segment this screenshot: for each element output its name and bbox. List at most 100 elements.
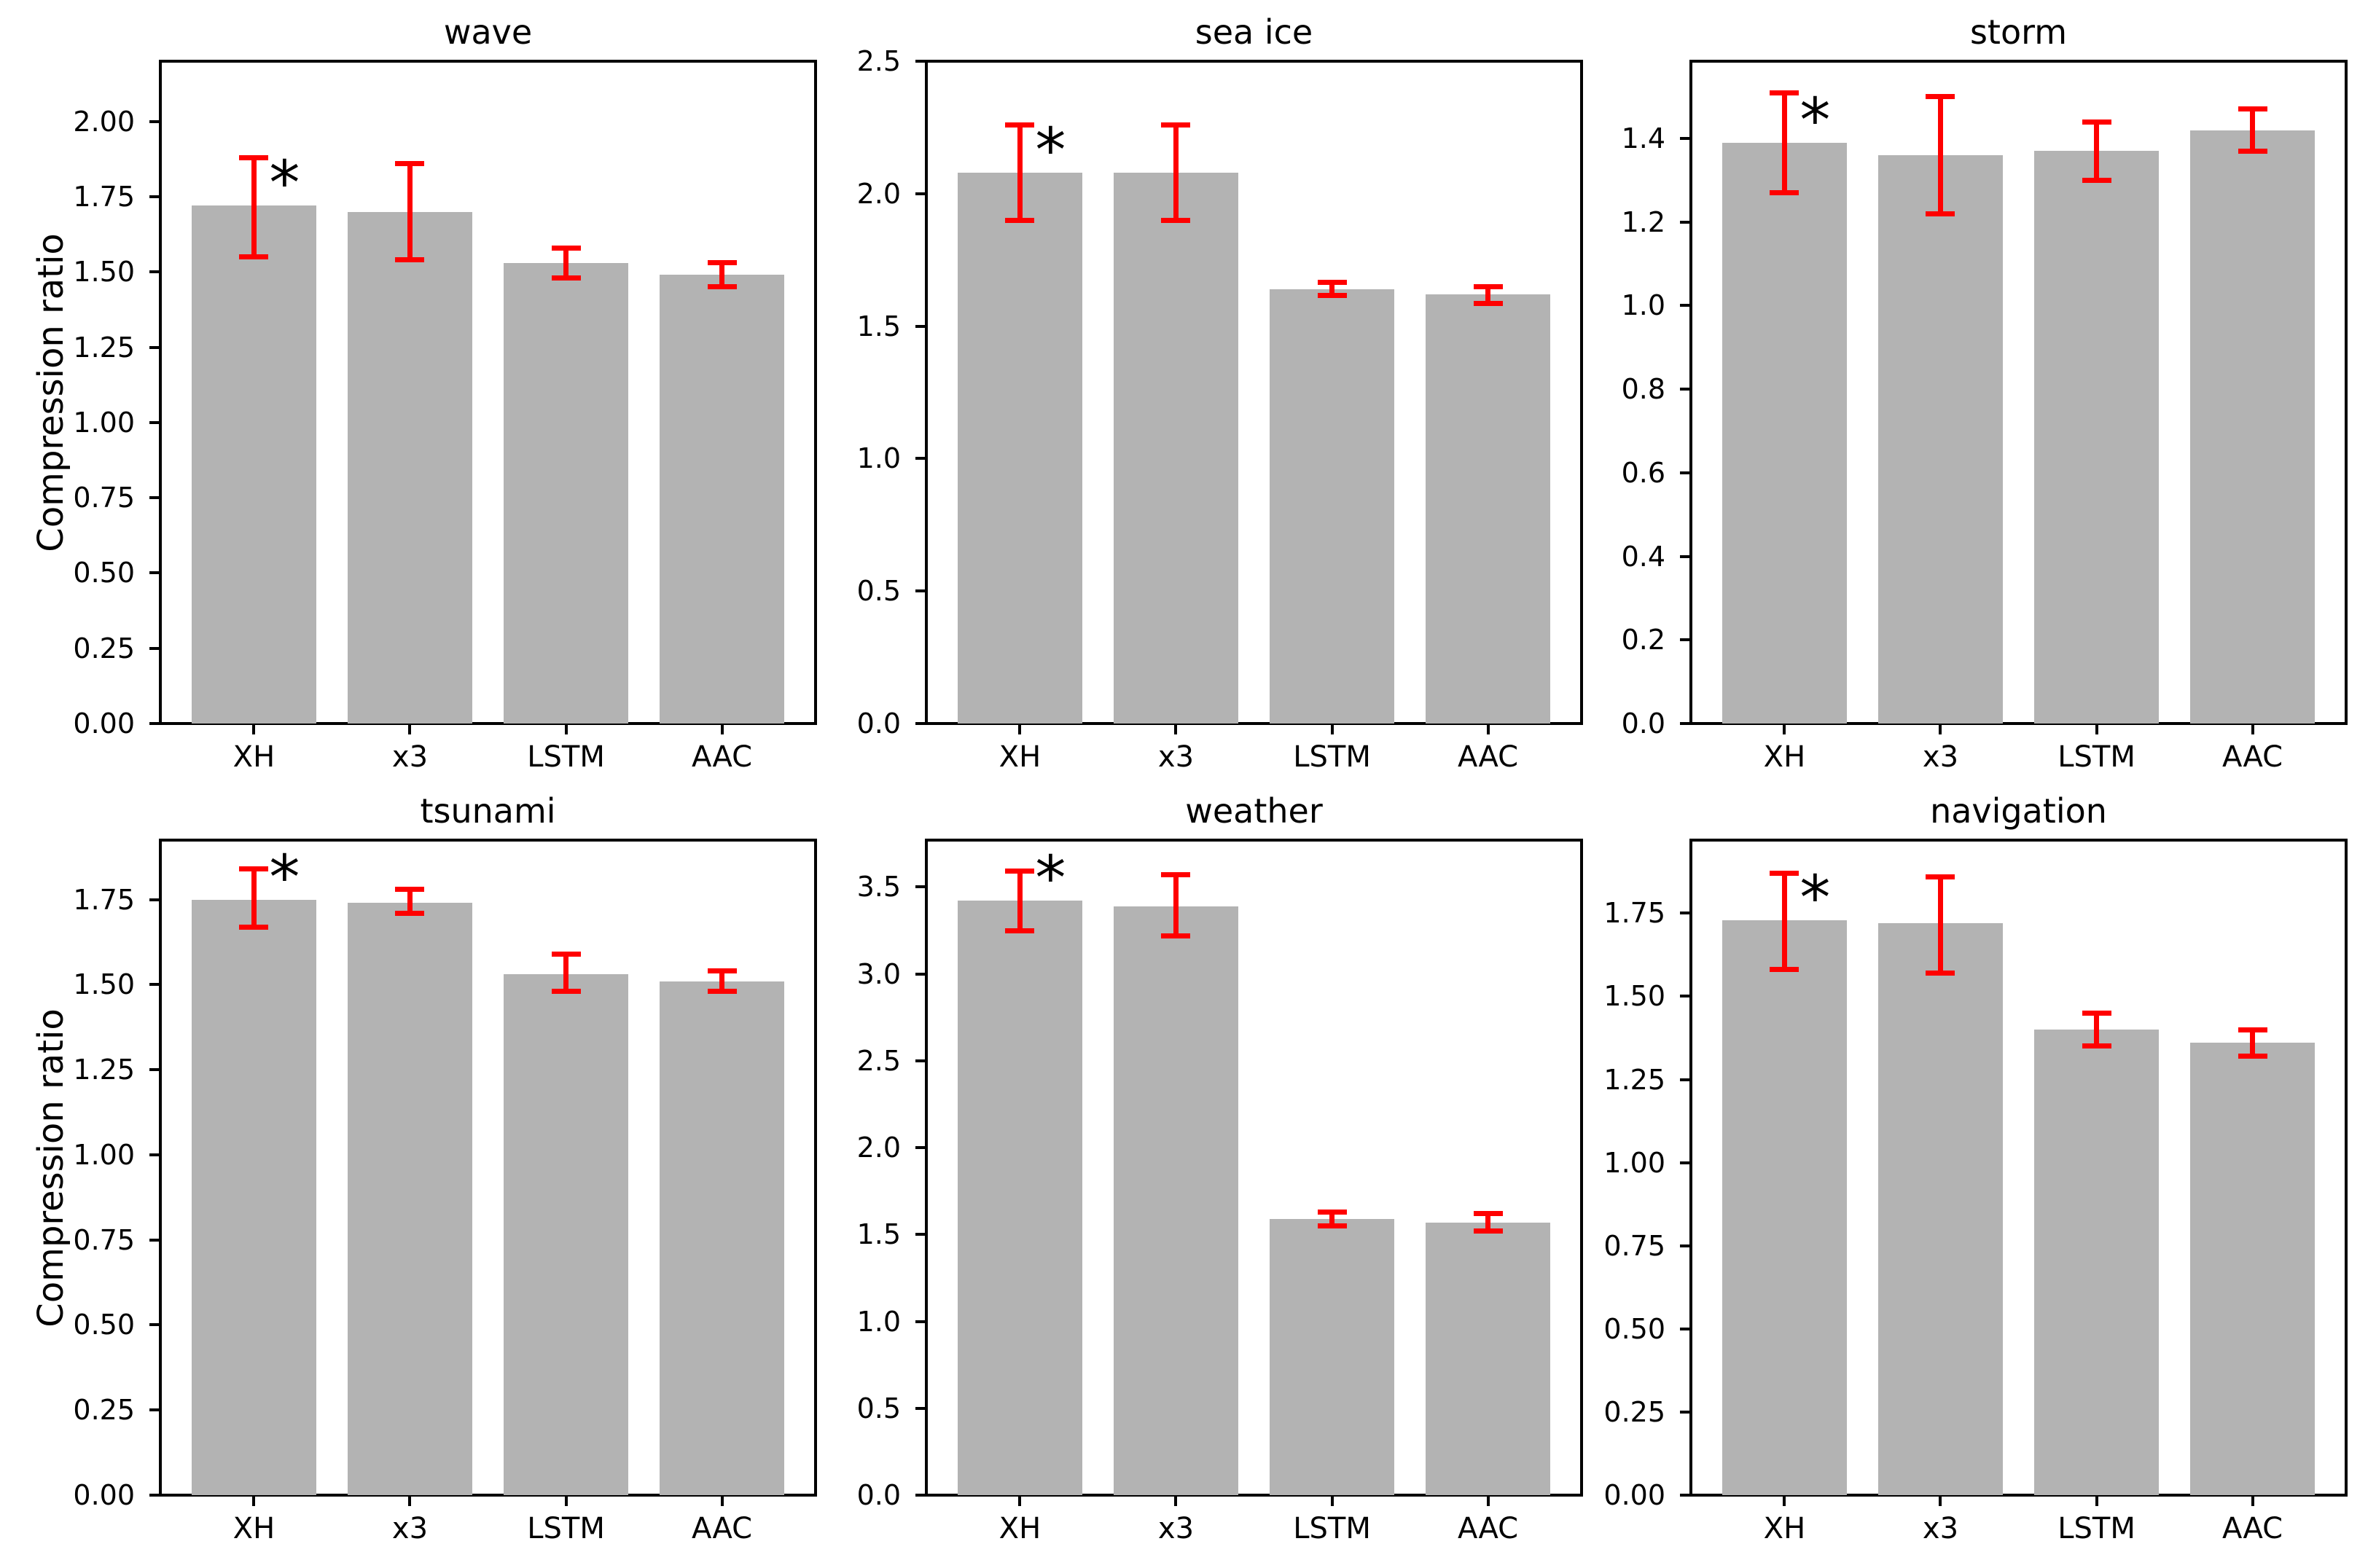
y-tick-weather-3.5 — [915, 885, 925, 889]
y-tick-label-storm-0.0: 0.0 — [1621, 707, 1665, 740]
axes-sea-ice — [925, 60, 1583, 725]
y-tick-label-sea-ice-1.0: 1.0 — [856, 442, 901, 475]
errorbar-cap-top-sea-ice-LSTM — [1317, 280, 1347, 286]
plot-title-wave: wave — [443, 12, 533, 52]
errorbar-tsunami-x3 — [407, 889, 413, 914]
bar-wave-XH — [191, 205, 317, 724]
bar-weather-LSTM — [1269, 1218, 1395, 1495]
x-tick-label-weather-XH: XH — [999, 1512, 1042, 1545]
errorbar-cap-bottom-storm-XH — [1770, 190, 1799, 196]
axes-weather — [925, 839, 1583, 1497]
x-tick-weather-XH — [1018, 1497, 1022, 1506]
y-tick-weather-1.5 — [915, 1233, 925, 1236]
errorbar-cap-bottom-sea-ice-x3 — [1161, 217, 1191, 223]
y-tick-storm-1.2 — [1680, 220, 1689, 224]
x-tick-label-tsunami-LSTM: LSTM — [527, 1512, 605, 1545]
y-tick-label-weather-3.5: 3.5 — [856, 871, 901, 903]
y-tick-weather-2.5 — [915, 1059, 925, 1062]
errorbar-cap-top-weather-AAC — [1473, 1211, 1503, 1217]
x-tick-weather-LSTM — [1330, 1497, 1334, 1506]
x-tick-sea-ice-XH — [1018, 725, 1022, 734]
errorbar-cap-top-weather-x3 — [1161, 872, 1191, 878]
errorbar-sea-ice-LSTM — [1329, 282, 1335, 296]
errorbar-cap-bottom-sea-ice-XH — [1005, 217, 1035, 223]
errorbar-cap-top-tsunami-AAC — [707, 968, 737, 974]
y-tick-sea-ice-0.0 — [915, 722, 925, 725]
bar-weather-AAC — [1425, 1222, 1551, 1495]
errorbar-weather-LSTM — [1329, 1212, 1335, 1226]
y-tick-storm-0.6 — [1680, 471, 1689, 474]
x-tick-wave-XH — [252, 725, 256, 734]
y-tick-label-sea-ice-0.0: 0.0 — [856, 707, 901, 740]
x-tick-label-storm-LSTM: LSTM — [2057, 740, 2135, 774]
plot-title-tsunami: tsunami — [420, 791, 556, 831]
y-tick-navigation-1.75 — [1680, 912, 1689, 915]
y-tick-label-tsunami-0.00: 0.00 — [73, 1479, 135, 1511]
y-tick-label-storm-0.8: 0.8 — [1621, 373, 1665, 406]
x-tick-label-wave-XH: XH — [232, 740, 275, 774]
errorbar-cap-bottom-navigation-LSTM — [2082, 1043, 2111, 1049]
significance-asterisk-weather: * — [1035, 842, 1066, 914]
errorbar-storm-LSTM — [2094, 122, 2100, 181]
errorbar-storm-x3 — [1937, 96, 1943, 214]
errorbar-wave-x3 — [407, 163, 413, 260]
errorbar-tsunami-AAC — [719, 971, 725, 992]
y-tick-label-navigation-1.00: 1.00 — [1603, 1146, 1665, 1179]
x-tick-label-tsunami-x3: x3 — [391, 1512, 429, 1545]
y-tick-wave-0.00 — [149, 722, 159, 725]
errorbar-cap-top-navigation-LSTM — [2082, 1010, 2111, 1016]
y-tick-label-storm-1.0: 1.0 — [1621, 289, 1665, 322]
y-tick-label-navigation-1.25: 1.25 — [1603, 1063, 1665, 1096]
x-tick-weather-x3 — [1174, 1497, 1178, 1506]
y-tick-label-storm-0.6: 0.6 — [1621, 456, 1665, 489]
y-tick-wave-0.50 — [149, 571, 159, 575]
y-tick-weather-0.0 — [915, 1494, 925, 1497]
errorbar-cap-top-storm-AAC — [2238, 106, 2267, 112]
errorbar-wave-LSTM — [563, 248, 569, 278]
y-tick-label-tsunami-1.25: 1.25 — [73, 1054, 135, 1086]
y-tick-sea-ice-2.5 — [915, 60, 925, 63]
y-tick-navigation-0.00 — [1680, 1494, 1689, 1497]
axes-navigation — [1689, 839, 2348, 1497]
y-tick-label-tsunami-1.75: 1.75 — [73, 883, 135, 916]
x-tick-label-sea-ice-x3: x3 — [1157, 740, 1195, 774]
errorbar-cap-bottom-weather-LSTM — [1317, 1223, 1347, 1228]
bar-sea-ice-AAC — [1425, 294, 1551, 724]
errorbar-cap-bottom-sea-ice-AAC — [1473, 301, 1503, 307]
errorbar-cap-top-tsunami-x3 — [395, 887, 425, 893]
y-tick-label-navigation-0.00: 0.00 — [1603, 1479, 1665, 1511]
errorbar-cap-bottom-navigation-XH — [1770, 967, 1799, 973]
x-tick-storm-XH — [1783, 725, 1786, 734]
bar-tsunami-XH — [191, 899, 317, 1495]
x-tick-label-sea-ice-AAC: AAC — [1458, 740, 1519, 774]
y-tick-navigation-1.25 — [1680, 1078, 1689, 1081]
errorbar-cap-top-weather-XH — [1005, 869, 1035, 874]
x-tick-sea-ice-AAC — [1486, 725, 1490, 734]
bar-navigation-x3 — [1877, 923, 2004, 1495]
bar-wave-x3 — [347, 211, 473, 724]
y-tick-tsunami-1.50 — [149, 983, 159, 987]
x-tick-label-weather-x3: x3 — [1157, 1512, 1195, 1545]
y-tick-storm-1.0 — [1680, 304, 1689, 307]
x-tick-label-tsunami-AAC: AAC — [692, 1512, 753, 1545]
errorbar-navigation-x3 — [1937, 877, 1943, 973]
x-tick-tsunami-AAC — [720, 1497, 724, 1506]
significance-asterisk-sea-ice: * — [1035, 114, 1066, 186]
x-tick-sea-ice-LSTM — [1330, 725, 1334, 734]
y-tick-wave-1.00 — [149, 420, 159, 424]
y-tick-label-tsunami-1.00: 1.00 — [73, 1138, 135, 1171]
bar-storm-x3 — [1877, 155, 2004, 724]
y-tick-label-tsunami-0.75: 0.75 — [73, 1223, 135, 1256]
bar-tsunami-LSTM — [503, 974, 629, 1495]
bar-storm-AAC — [2189, 130, 2316, 724]
x-tick-navigation-x3 — [1939, 1497, 1942, 1506]
x-tick-label-weather-LSTM: LSTM — [1293, 1512, 1371, 1545]
y-tick-storm-0.2 — [1680, 638, 1689, 642]
y-tick-label-wave-1.75: 1.75 — [73, 180, 135, 213]
x-tick-label-sea-ice-XH: XH — [999, 740, 1042, 774]
x-tick-label-navigation-AAC: AAC — [2222, 1512, 2283, 1545]
y-tick-label-tsunami-0.25: 0.25 — [73, 1394, 135, 1427]
axes-wave — [159, 60, 817, 725]
bar-navigation-AAC — [2189, 1043, 2316, 1495]
y-tick-label-weather-3.0: 3.0 — [856, 957, 901, 990]
